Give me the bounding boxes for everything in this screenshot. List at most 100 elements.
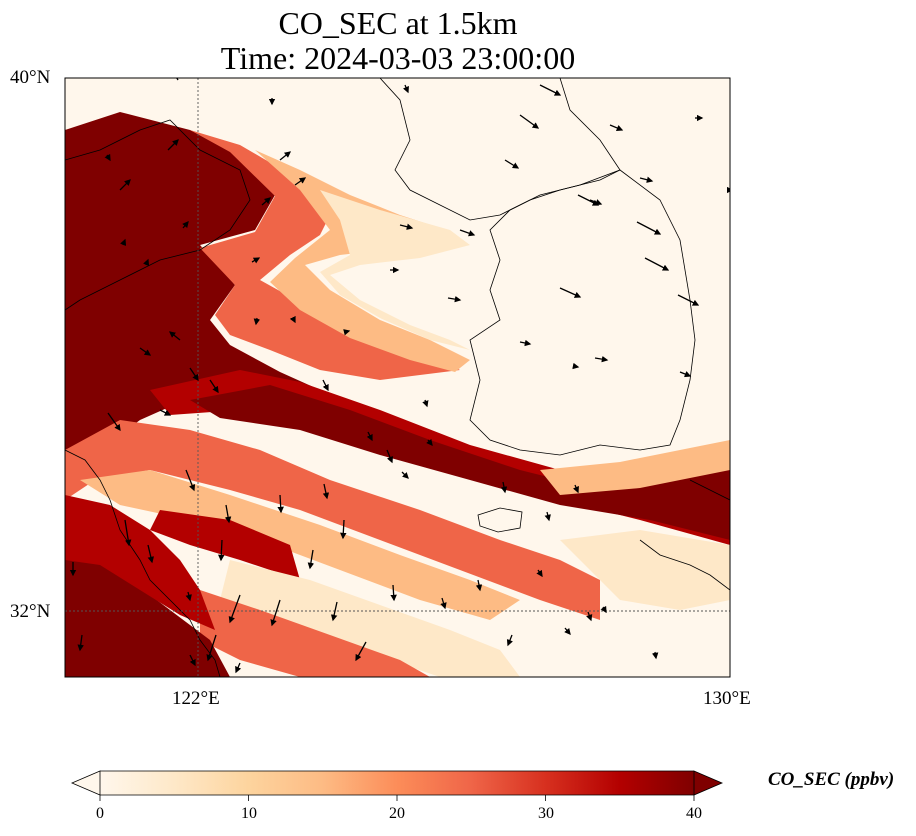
plume-faint-north: [255, 150, 470, 372]
wind-arrow: [235, 662, 242, 674]
coastline-japan-west: [639, 539, 730, 591]
wind-arrow: [206, 634, 217, 662]
colorbar-tick-label-10: 10: [241, 805, 257, 822]
wind-arrow: [636, 221, 662, 235]
colorbar-tick-label-30: 30: [538, 805, 554, 822]
coastline-shandong: [65, 119, 251, 311]
wind-arrow: [270, 599, 281, 627]
plume-halo-north: [190, 130, 460, 380]
wind-arrow: [147, 544, 154, 564]
plume-faint-inner: [320, 190, 470, 350]
plume-south-e: [200, 590, 430, 677]
plume-band-core: [190, 385, 730, 540]
lon-tick-130: 130°E: [703, 688, 751, 709]
wind-arrow: [307, 549, 315, 570]
wind-arrow: [651, 651, 659, 660]
wind-arrow: [120, 238, 127, 247]
wind-arrow: [390, 584, 397, 602]
colorbar-tick-label-40: 40: [686, 805, 702, 822]
wind-arrow: [139, 347, 152, 356]
wind-arrow: [600, 605, 607, 614]
wind-arrow: [644, 257, 670, 271]
gridlines: [65, 78, 730, 677]
colorbar-ticks: [99, 795, 695, 801]
coastline-jeju: [477, 507, 523, 533]
lat-tick-40: 40°N: [10, 67, 51, 88]
wind-arrow: [440, 597, 447, 610]
wind-arrow: [366, 431, 373, 442]
wind-arrow: [322, 483, 330, 500]
wind-arrow: [422, 399, 429, 408]
wind-arrow: [143, 258, 150, 267]
wind-arrow: [679, 371, 692, 378]
wind-arrow: [277, 494, 284, 514]
wind-arrow: [426, 438, 433, 447]
wind-arrow: [399, 223, 414, 230]
wind-arrow: [564, 627, 571, 635]
coastlines: [65, 78, 730, 677]
wind-arrow: [447, 295, 462, 303]
wind-arrow: [182, 221, 189, 229]
plume-core-west: [65, 112, 320, 460]
coastline-liaodong: [379, 78, 621, 221]
colorbar-extend-min: [70, 770, 101, 796]
wind-arrow: [189, 367, 199, 382]
wind-arrow: [559, 287, 582, 298]
wind-arrow: [536, 569, 543, 578]
wind-arrow: [401, 471, 409, 479]
colorbar-tick-label-20: 20: [389, 805, 405, 822]
wind-arrow: [279, 151, 292, 161]
plume-south-d: [220, 560, 520, 677]
wind-arrow: [586, 611, 593, 622]
wind-arrow: [589, 199, 603, 206]
wind-arrow: [209, 379, 219, 394]
lon-tick-122: 122°E: [172, 688, 220, 709]
wind-arrow: [539, 84, 562, 96]
colorbar-label: CO_SEC (ppbv): [768, 769, 895, 790]
title-line-1: CO_SEC at 1.5km: [278, 5, 518, 41]
title-line-2: Time: 2024-03-03 23:00:00: [220, 40, 576, 76]
wind-arrow: [506, 634, 513, 647]
wind-arrow: [189, 654, 196, 667]
plume-sw-halo: [65, 495, 215, 630]
plume-east-south: [560, 530, 730, 610]
wind-arrow: [253, 317, 261, 326]
concentration-field: [65, 78, 730, 677]
wind-arrow: [228, 594, 241, 624]
wind-arrow: [402, 84, 409, 94]
wind-arrow: [519, 339, 532, 347]
wind-arrow: [677, 294, 700, 306]
wind-arrow: [185, 469, 196, 492]
wind-arrow: [104, 153, 111, 162]
wind-arrow: [330, 601, 338, 622]
wind-arrow: [504, 159, 520, 169]
wind-arrow: [251, 257, 261, 264]
wind-arrow: [294, 177, 307, 186]
wind-arrow: [340, 519, 347, 540]
plume-east-faint: [540, 440, 730, 495]
wind-arrow: [168, 331, 181, 341]
wind-arrow: [609, 124, 624, 131]
map-frame: [64, 77, 731, 678]
lat-tick-32: 32°N: [10, 601, 51, 622]
colorbar-tick-label-0: 0: [96, 805, 104, 822]
colorbar-body: [100, 771, 694, 795]
coastline-china-south: [65, 449, 221, 677]
plume-south-a: [65, 420, 600, 620]
wind-arrow: [289, 315, 296, 324]
wind-arrow: [519, 114, 540, 129]
wind-arrow: [355, 641, 367, 662]
wind-arrow: [107, 412, 121, 432]
colorbar: [70, 770, 724, 801]
wind-arrow: [261, 197, 271, 206]
wind-arrow: [459, 229, 476, 237]
wind-arrow: [119, 179, 131, 191]
coastline-korea: [469, 169, 696, 456]
wind-arrow: [500, 481, 508, 494]
wind-arrow: [572, 484, 579, 494]
wind-arrow: [124, 519, 132, 547]
wind-arrow: [639, 176, 654, 183]
wind-arrow: [544, 511, 551, 522]
wind-arrow: [343, 329, 351, 336]
